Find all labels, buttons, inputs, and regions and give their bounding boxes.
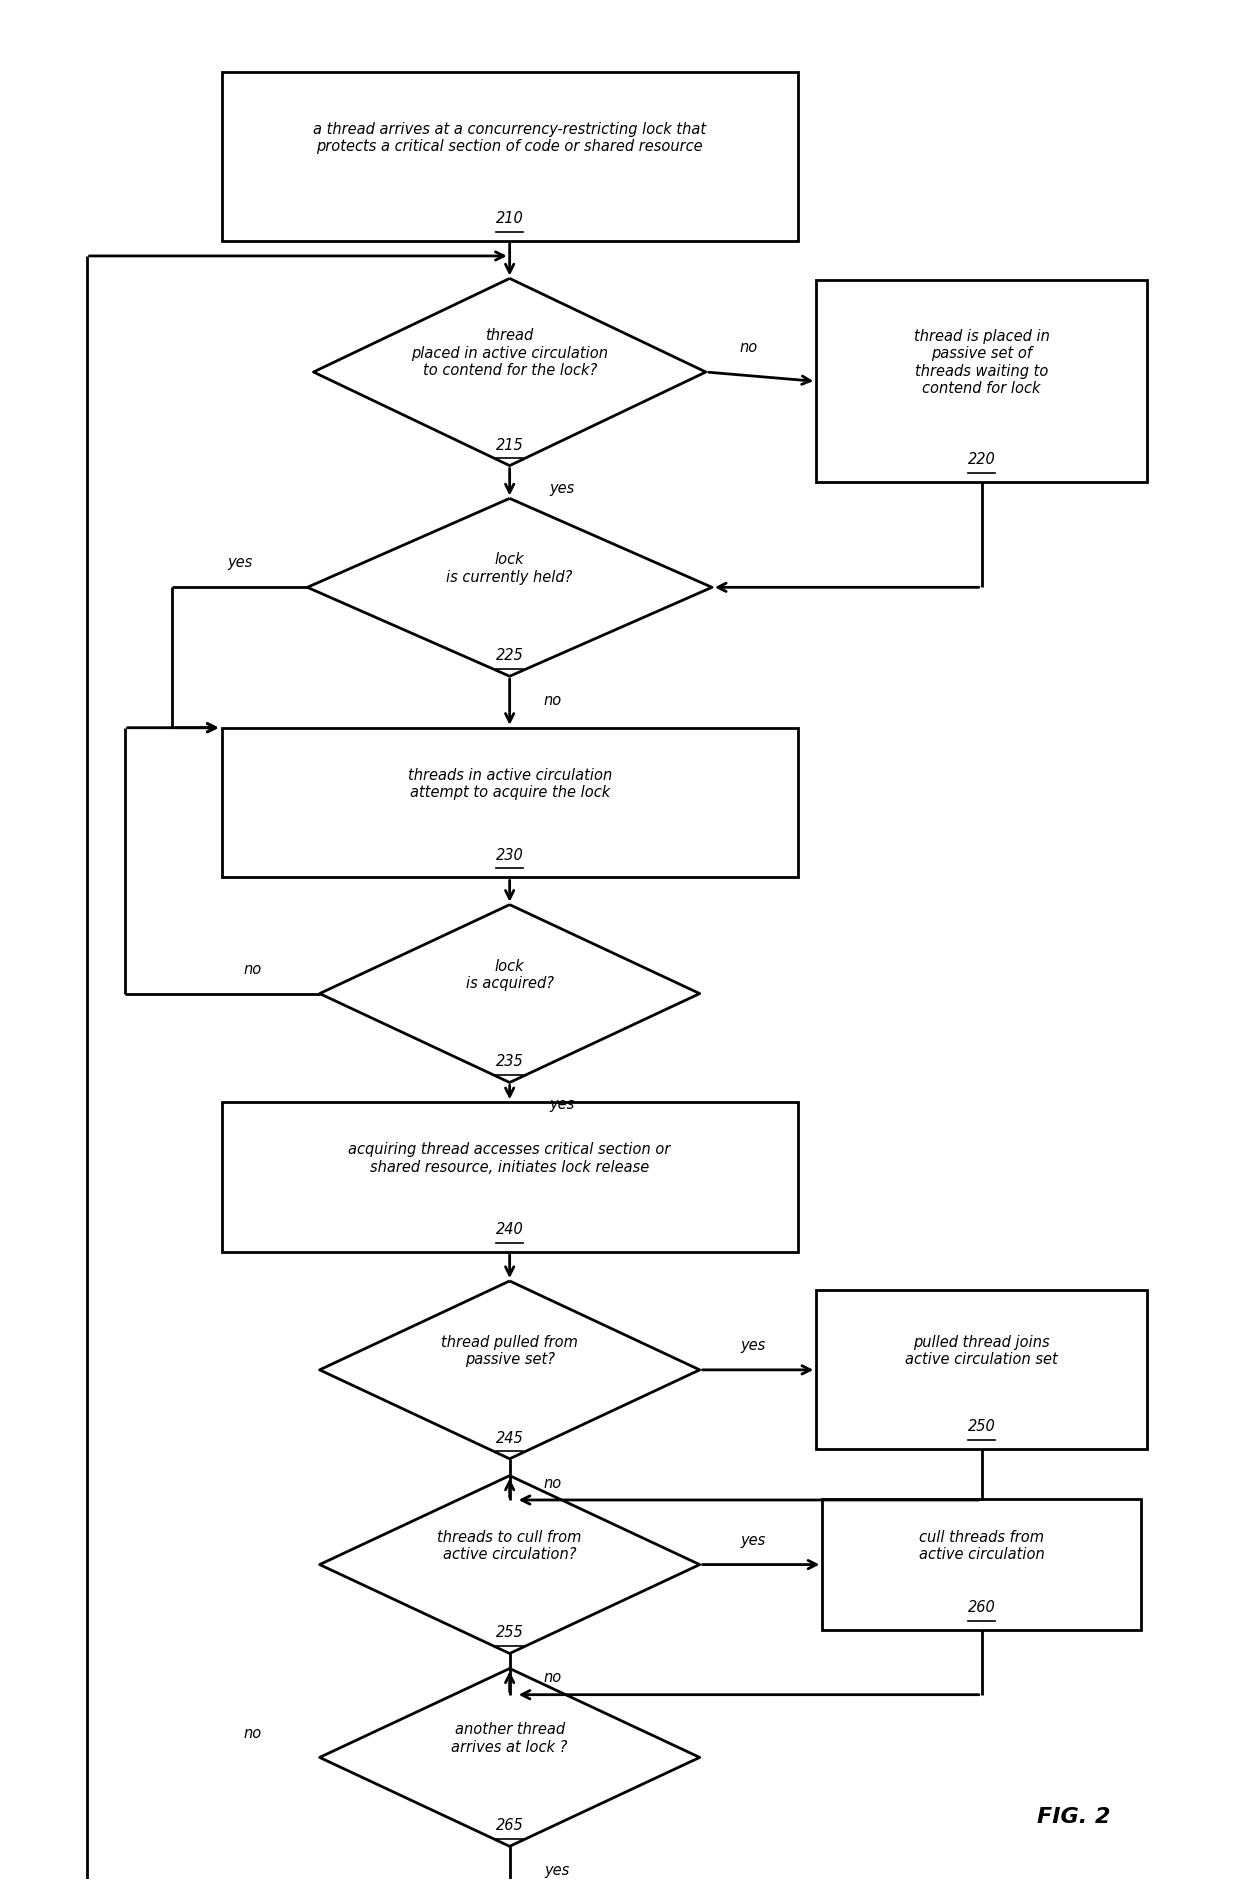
Text: yes: yes <box>544 1862 569 1878</box>
Text: 260: 260 <box>968 1600 996 1615</box>
Text: cull threads from
active circulation: cull threads from active circulation <box>919 1530 1044 1562</box>
Text: no: no <box>243 1725 262 1740</box>
Polygon shape <box>320 1668 699 1845</box>
Text: pulled thread joins
active circulation set: pulled thread joins active circulation s… <box>905 1334 1058 1368</box>
Text: 265: 265 <box>496 1819 523 1834</box>
Text: 220: 220 <box>968 453 996 468</box>
Text: no: no <box>544 1476 562 1491</box>
Text: 255: 255 <box>496 1625 523 1640</box>
Bar <box>816 281 1147 483</box>
Text: FIG. 2: FIG. 2 <box>1037 1808 1110 1827</box>
Text: thread
placed in active circulation
to contend for the lock?: thread placed in active circulation to c… <box>412 328 608 377</box>
Text: 210: 210 <box>496 211 523 226</box>
Text: no: no <box>544 693 562 708</box>
Bar <box>222 728 797 877</box>
Text: thread is placed in
passive set of
threads waiting to
contend for lock: thread is placed in passive set of threa… <box>914 328 1049 396</box>
Text: yes: yes <box>740 1338 765 1353</box>
Text: no: no <box>544 1670 562 1685</box>
Text: lock
is currently held?: lock is currently held? <box>446 553 573 585</box>
Polygon shape <box>314 279 706 466</box>
Bar <box>816 1291 1147 1449</box>
Polygon shape <box>320 1476 699 1653</box>
Text: acquiring thread accesses critical section or
shared resource, initiates lock re: acquiring thread accesses critical secti… <box>348 1142 671 1174</box>
Polygon shape <box>320 1281 699 1459</box>
Text: a thread arrives at a concurrency-restricting lock that
protects a critical sect: a thread arrives at a concurrency-restri… <box>312 123 707 155</box>
Text: 235: 235 <box>496 1055 523 1070</box>
Bar <box>222 1102 797 1251</box>
Text: 230: 230 <box>496 847 523 862</box>
Text: no: no <box>739 340 758 355</box>
Text: threads in active circulation
attempt to acquire the lock: threads in active circulation attempt to… <box>408 768 611 800</box>
Text: 215: 215 <box>496 438 523 453</box>
Text: yes: yes <box>740 1532 765 1547</box>
Text: yes: yes <box>227 555 253 570</box>
Bar <box>822 1498 1141 1630</box>
Text: 250: 250 <box>968 1419 996 1434</box>
Text: another thread
arrives at lock ?: another thread arrives at lock ? <box>451 1723 568 1755</box>
Bar <box>222 72 797 242</box>
Text: thread pulled from
passive set?: thread pulled from passive set? <box>441 1334 578 1368</box>
Text: 240: 240 <box>496 1223 523 1238</box>
Text: 225: 225 <box>496 647 523 662</box>
Text: yes: yes <box>549 1098 574 1113</box>
Text: yes: yes <box>549 481 574 496</box>
Text: threads to cull from
active circulation?: threads to cull from active circulation? <box>438 1530 582 1562</box>
Text: no: no <box>243 962 262 977</box>
Text: 245: 245 <box>496 1430 523 1445</box>
Polygon shape <box>308 498 712 676</box>
Polygon shape <box>320 904 699 1083</box>
Text: lock
is acquired?: lock is acquired? <box>466 959 553 991</box>
